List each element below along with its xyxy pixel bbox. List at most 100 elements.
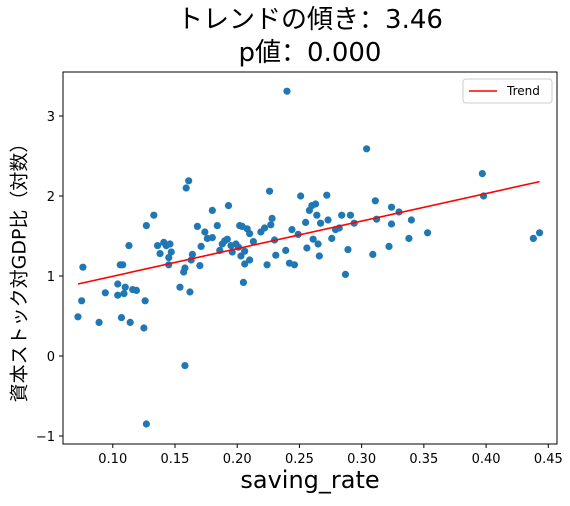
data-point xyxy=(79,263,87,271)
data-point xyxy=(315,252,323,260)
data-point xyxy=(241,247,249,255)
data-point xyxy=(282,246,290,254)
data-point xyxy=(181,362,189,370)
data-point xyxy=(246,256,254,264)
plot-area xyxy=(62,71,558,445)
data-point xyxy=(95,318,103,326)
data-point xyxy=(323,191,331,199)
data-point xyxy=(303,244,311,252)
x-tick-label: 0.25 xyxy=(285,452,314,467)
data-point xyxy=(117,314,126,322)
data-point xyxy=(288,226,296,234)
data-point xyxy=(141,297,149,305)
data-point xyxy=(114,291,122,299)
legend-box xyxy=(462,78,553,104)
data-point xyxy=(150,211,158,219)
data-point xyxy=(246,230,254,238)
data-point xyxy=(181,264,189,272)
y-axis-label: 資本ストック対GDP比（対数） xyxy=(8,133,31,403)
data-point xyxy=(302,218,310,226)
data-point xyxy=(263,261,271,269)
x-tick-label: 0.15 xyxy=(161,452,190,467)
y-tick-label: 0 xyxy=(47,350,55,365)
data-point xyxy=(341,270,350,278)
x-tick-label: 0.30 xyxy=(347,452,376,467)
data-point xyxy=(385,242,393,250)
x-axis: 0.10 0.15 0.20 0.25 0.30 0.35 0.40 0.45 xyxy=(98,444,563,467)
data-point xyxy=(213,222,221,230)
data-point xyxy=(290,261,299,269)
data-point xyxy=(156,250,164,258)
data-point xyxy=(142,420,150,428)
y-tick-label: 2 xyxy=(47,190,55,205)
data-point xyxy=(239,278,248,286)
data-point xyxy=(265,187,274,195)
data-point xyxy=(114,280,122,288)
data-point xyxy=(119,261,127,269)
legend-trend-label: Trend xyxy=(506,84,540,98)
data-point xyxy=(132,286,141,294)
data-point xyxy=(369,250,377,258)
data-point xyxy=(363,145,371,153)
data-point xyxy=(407,216,416,224)
data-point xyxy=(314,240,322,248)
data-point xyxy=(153,242,162,250)
data-point xyxy=(272,251,280,259)
data-point xyxy=(387,220,396,228)
y-axis: −1 0 1 2 3 xyxy=(36,110,63,445)
data-point xyxy=(267,221,275,229)
x-tick-label: 0.35 xyxy=(409,452,438,467)
data-point xyxy=(346,211,355,219)
data-point xyxy=(167,248,175,256)
data-point xyxy=(405,234,413,242)
data-point xyxy=(224,202,233,210)
data-point xyxy=(197,242,205,250)
data-point xyxy=(260,224,269,232)
data-point xyxy=(338,211,346,219)
x-tick-label: 0.10 xyxy=(98,452,127,467)
data-point xyxy=(126,318,134,326)
data-point xyxy=(535,229,544,237)
data-point xyxy=(313,211,321,219)
data-point xyxy=(125,242,133,250)
data-point xyxy=(241,260,249,268)
data-point xyxy=(311,200,320,208)
data-point xyxy=(121,283,129,291)
data-point xyxy=(182,184,190,192)
data-point xyxy=(223,235,231,243)
x-tick-label: 0.20 xyxy=(223,452,252,467)
data-points xyxy=(74,87,544,428)
data-point xyxy=(165,254,173,262)
data-point xyxy=(316,219,325,227)
x-tick-label: 0.40 xyxy=(472,452,501,467)
y-tick-label: −1 xyxy=(36,430,55,445)
trend-line xyxy=(77,180,540,285)
data-point xyxy=(529,234,537,242)
data-point xyxy=(268,214,276,222)
x-tick-label: 0.45 xyxy=(534,452,563,467)
data-point xyxy=(297,192,305,200)
data-point xyxy=(387,203,396,211)
data-point xyxy=(249,238,257,246)
data-point xyxy=(78,297,86,305)
y-tick-label: 3 xyxy=(47,110,55,125)
chart-title-line-2: p値：0.000 xyxy=(238,38,382,68)
data-point xyxy=(283,87,291,95)
data-point xyxy=(309,235,317,243)
data-point xyxy=(186,288,194,296)
legend: Trend xyxy=(462,78,553,104)
data-point xyxy=(201,228,209,236)
data-point xyxy=(344,246,352,254)
data-point xyxy=(101,289,109,297)
data-point xyxy=(208,234,216,242)
data-point xyxy=(142,222,150,230)
data-point xyxy=(324,216,332,224)
data-point xyxy=(166,240,174,248)
data-point xyxy=(74,313,82,321)
data-point xyxy=(196,262,204,270)
chart-title-line-1: トレンドの傾き：3.46 xyxy=(177,5,443,35)
data-point xyxy=(188,250,197,258)
data-point xyxy=(176,283,184,291)
data-point xyxy=(328,234,336,242)
